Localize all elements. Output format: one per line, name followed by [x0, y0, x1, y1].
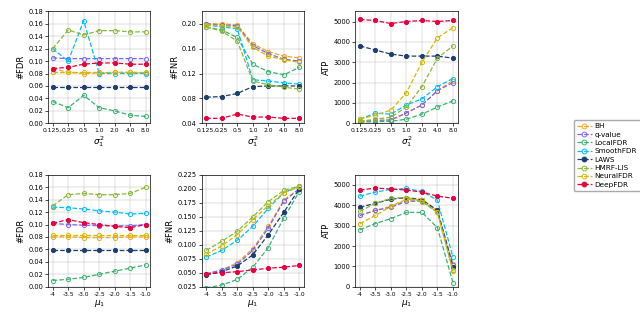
- Y-axis label: #FDR: #FDR: [17, 219, 26, 243]
- X-axis label: $\mu_1$: $\mu_1$: [93, 298, 105, 309]
- Y-axis label: #FDR: #FDR: [17, 55, 26, 79]
- Legend: BH, q-value, LocalFDR, SmoothFDR, LAWS, HMRF-LIS, NeuralFDR, DeepFDR: BH, q-value, LocalFDR, SmoothFDR, LAWS, …: [573, 120, 640, 191]
- Y-axis label: ATP: ATP: [321, 223, 331, 238]
- X-axis label: $\sigma_1^2$: $\sigma_1^2$: [93, 134, 105, 149]
- X-axis label: $\mu_1$: $\mu_1$: [401, 298, 412, 309]
- Y-axis label: #FNR: #FNR: [170, 55, 179, 79]
- X-axis label: $\sigma_1^2$: $\sigma_1^2$: [401, 134, 412, 149]
- X-axis label: $\mu_1$: $\mu_1$: [247, 298, 259, 309]
- Y-axis label: ATP: ATP: [321, 60, 331, 75]
- X-axis label: $\sigma_1^2$: $\sigma_1^2$: [247, 134, 259, 149]
- Y-axis label: #FNR: #FNR: [166, 219, 175, 243]
